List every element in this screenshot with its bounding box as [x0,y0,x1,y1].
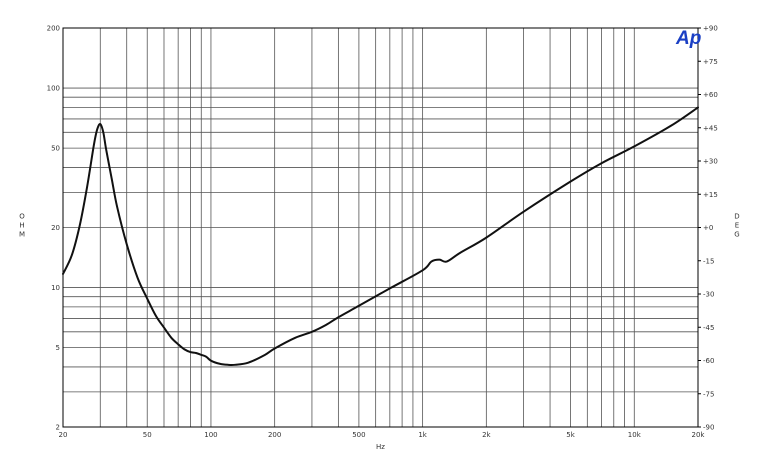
y-right-tick-label: -90 [703,424,714,432]
x-tick-label: 2k [482,431,491,439]
y-tick-label: 10 [51,284,60,292]
ap-logo: Ap [675,28,701,49]
y-right-tick-label: +30 [703,158,718,166]
y-right-tick-label: -75 [703,390,714,398]
y-right-tick-label: -45 [703,324,714,332]
y-right-tick-label: +45 [703,124,718,132]
tick-labels: 20 50 100 200 500 1k 2k 5k 10k 20k 2 5 10 20 50 100 200 +… [47,25,718,440]
x-axis-label: Hz [376,443,385,451]
x-tick-label: 500 [352,431,365,439]
x-tick-label: 20 [59,431,68,439]
y-tick-label: 5 [56,344,60,352]
y-right-tick-label: -30 [703,291,714,299]
y-right-tick-label: +75 [703,58,718,66]
y-right-tick-label: +0 [703,224,713,232]
y-right-tick-label: +15 [703,191,718,199]
impedance-curve [62,106,699,367]
y-right-tick-label: +90 [703,25,718,33]
grid [63,28,698,427]
y-right-tick-label: +60 [703,91,718,99]
y-tick-label: 50 [51,145,60,153]
x-tick-label: 20k [692,431,706,439]
y-tick-label: 2 [56,424,60,432]
x-tick-label: 50 [143,431,152,439]
y-tick-label: 100 [47,85,60,93]
y-right-tick-label: -15 [703,257,714,265]
y-right-tick-label: -60 [703,357,714,365]
x-tick-label: 5k [566,431,575,439]
x-tick-label: 200 [268,431,281,439]
series-group [62,106,699,367]
y-tick-label: 200 [47,25,60,33]
x-tick-label: 100 [204,431,217,439]
x-tick-label: 10k [628,431,642,439]
y-tick-label: 20 [51,224,60,232]
x-tick-label: 1k [418,431,427,439]
